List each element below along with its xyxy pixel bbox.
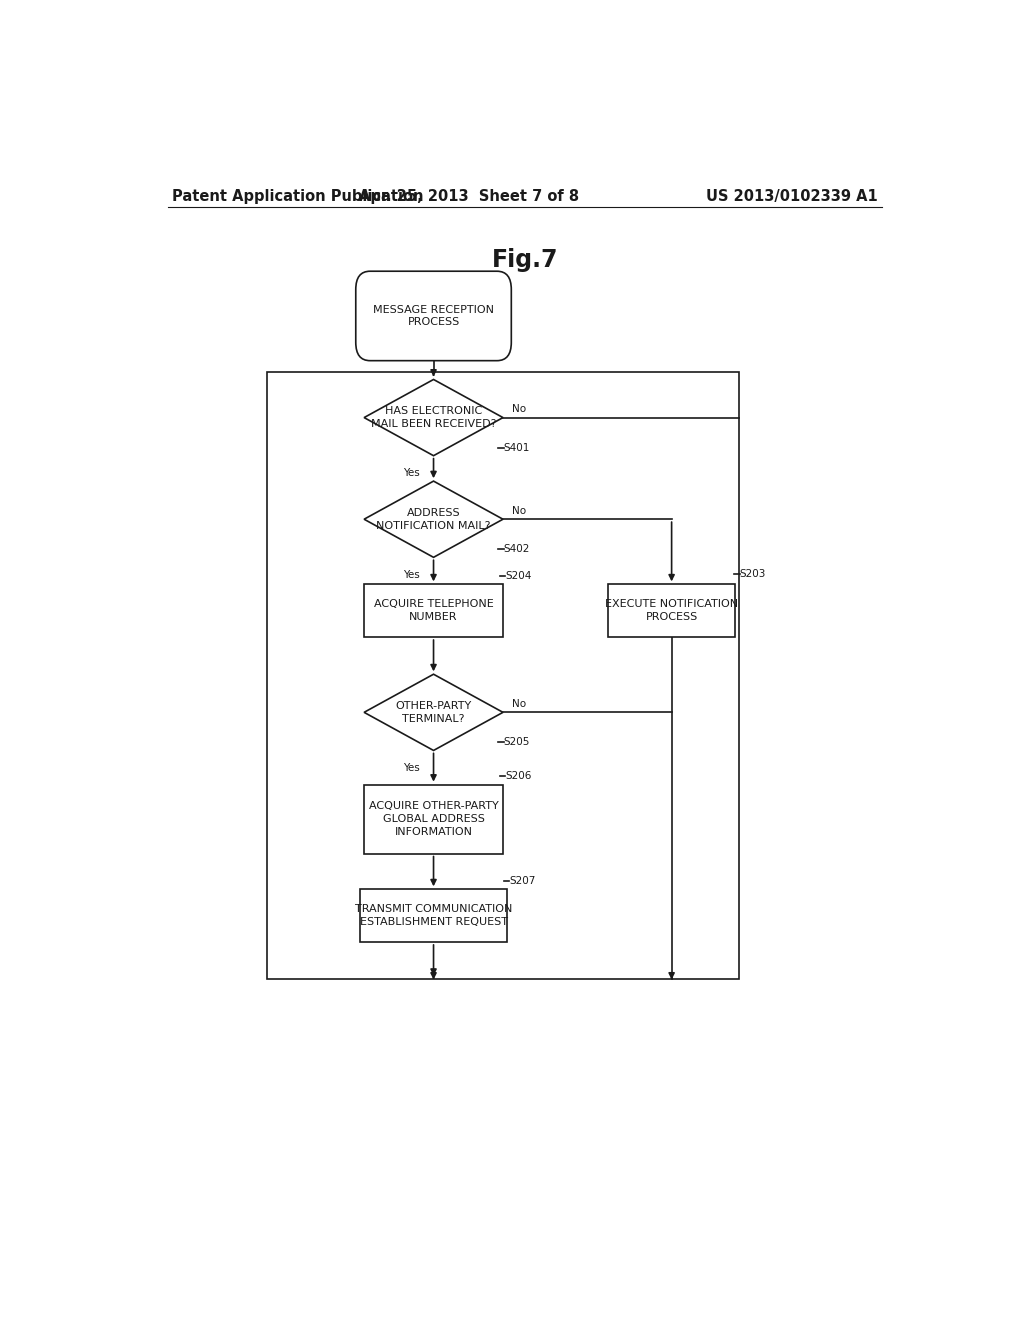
Polygon shape: [365, 675, 503, 751]
Text: ACQUIRE TELEPHONE
NUMBER: ACQUIRE TELEPHONE NUMBER: [374, 599, 494, 622]
Text: S401: S401: [504, 442, 530, 453]
Text: No: No: [512, 404, 526, 414]
Text: Yes: Yes: [402, 467, 420, 478]
Polygon shape: [365, 480, 503, 557]
Text: S204: S204: [506, 572, 531, 581]
Text: ADDRESS
NOTIFICATION MAIL?: ADDRESS NOTIFICATION MAIL?: [376, 508, 490, 531]
Text: S205: S205: [504, 738, 530, 747]
Text: No: No: [512, 506, 526, 516]
Text: S402: S402: [504, 544, 530, 554]
Text: Yes: Yes: [402, 569, 420, 579]
Text: No: No: [512, 700, 526, 709]
Text: US 2013/0102339 A1: US 2013/0102339 A1: [707, 189, 878, 203]
FancyBboxPatch shape: [355, 271, 511, 360]
Text: S203: S203: [740, 569, 766, 579]
Text: TRANSMIT COMMUNICATION
ESTABLISHMENT REQUEST: TRANSMIT COMMUNICATION ESTABLISHMENT REQ…: [355, 904, 512, 927]
Text: ACQUIRE OTHER-PARTY
GLOBAL ADDRESS
INFORMATION: ACQUIRE OTHER-PARTY GLOBAL ADDRESS INFOR…: [369, 801, 499, 837]
Text: S206: S206: [506, 771, 531, 781]
Text: OTHER-PARTY
TERMINAL?: OTHER-PARTY TERMINAL?: [395, 701, 472, 723]
Text: Apr. 25, 2013  Sheet 7 of 8: Apr. 25, 2013 Sheet 7 of 8: [359, 189, 580, 203]
Text: Fig.7: Fig.7: [492, 248, 558, 272]
Bar: [267, 372, 739, 978]
Bar: [608, 585, 735, 638]
Text: S207: S207: [509, 876, 536, 886]
Text: Yes: Yes: [402, 763, 420, 772]
Bar: [360, 890, 507, 942]
Bar: [365, 784, 503, 854]
Text: Patent Application Publication: Patent Application Publication: [172, 189, 423, 203]
Text: MESSAGE RECEPTION
PROCESS: MESSAGE RECEPTION PROCESS: [373, 305, 494, 327]
Polygon shape: [365, 379, 503, 455]
Text: HAS ELECTRONIC
MAIL BEEN RECEIVED?: HAS ELECTRONIC MAIL BEEN RECEIVED?: [371, 407, 497, 429]
Bar: [365, 585, 503, 638]
Text: EXECUTE NOTIFICATION
PROCESS: EXECUTE NOTIFICATION PROCESS: [605, 599, 738, 622]
